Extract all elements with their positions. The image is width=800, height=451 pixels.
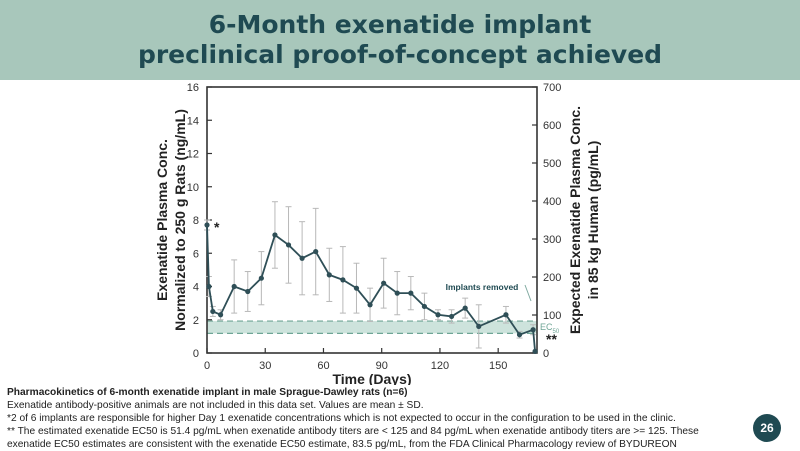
implants-removed-pointer (524, 284, 532, 302)
chart-caption: Pharmacokinetics of 6-month exenatide im… (7, 387, 408, 398)
y-left-tick-label: 8 (193, 215, 199, 227)
y-right-tick-label: 500 (543, 158, 561, 170)
data-point (217, 312, 224, 318)
data-point (394, 290, 400, 296)
y-left-tick-label: 14 (187, 115, 199, 127)
x-tick-label: 90 (376, 360, 388, 372)
data-point (313, 248, 319, 255)
page-title-line-2: preclinical proof-of-concept achieved (137, 40, 663, 69)
data-point (408, 290, 414, 296)
title-banner: 6-Month exenatide implant preclinical pr… (0, 0, 800, 80)
x-axis-title: Time (Days) (332, 371, 411, 385)
y-right-tick-label: 600 (543, 120, 561, 132)
implants-removed-label: Implants removed (446, 282, 519, 292)
pk-line-chart: 0 2 4 6 8 10 12 14 16 0 100 200 300 400 500 600 700 0 30 60… (154, 82, 601, 385)
x-tick-label: 0 (204, 360, 210, 372)
data-point (516, 332, 523, 338)
data-point (206, 283, 212, 290)
y-right-axis-title-line-2: in 85 kg Human (pg/mL) (585, 141, 601, 300)
y-right-tick-label: 700 (543, 82, 561, 94)
y-left-tick-label: 16 (187, 82, 199, 94)
y-left-tick-label: 12 (187, 149, 199, 161)
data-point (245, 288, 251, 295)
footnote-ec50: ** The estimated exenatide EC50 is 51.4 … (7, 426, 699, 450)
data-point (381, 280, 387, 286)
plot-frame (206, 86, 538, 354)
footnotes: Pharmacokinetics of 6-month exenatide im… (7, 386, 742, 451)
y-right-tick-label: 0 (543, 348, 549, 360)
y-left-tick-label: 2 (193, 315, 199, 327)
data-point (272, 232, 278, 238)
data-point (503, 312, 509, 318)
x-tick-label: 60 (317, 360, 329, 372)
data-point (326, 272, 332, 278)
ec50-band (207, 321, 537, 334)
data-point (210, 308, 216, 315)
page-title-line-1: 6-Month exenatide implant (208, 10, 592, 39)
x-tick-label: 30 (259, 360, 271, 372)
y-right-tick-label: 200 (543, 272, 561, 284)
data-point (462, 305, 468, 311)
x-tick-label: 120 (431, 360, 449, 372)
end-double-asterisk: ** (546, 331, 557, 347)
y-left-tick-label: 4 (193, 282, 199, 294)
y-right-tick-label: 100 (543, 310, 561, 322)
data-point (204, 222, 210, 228)
data-point (532, 348, 538, 354)
y-left-tick-label: 0 (193, 348, 199, 360)
data-point (476, 323, 482, 329)
y-left-tick-label: 10 (187, 182, 199, 194)
y-right-axis-title-line-1: Expected Exenatide Plasma Conc. (567, 106, 583, 334)
footnote-antibody: Exenatide antibody-positive animals are … (7, 400, 424, 411)
day1-asterisk: * (214, 219, 220, 235)
data-point (421, 303, 428, 310)
page-number-badge: 26 (753, 414, 781, 442)
data-point (340, 277, 346, 283)
data-point (353, 285, 360, 291)
data-point (299, 255, 305, 261)
data-point (231, 283, 237, 290)
data-point (530, 327, 536, 333)
data-point (435, 312, 441, 318)
y-left-axis-title-line-2: Normalized to 250 g Rats (ng/mL) (172, 109, 188, 331)
data-point (448, 313, 455, 320)
y-right-tick-label: 300 (543, 234, 561, 246)
x-tick-label: 150 (489, 360, 507, 372)
y-left-tick-label: 6 (193, 248, 199, 260)
ec50-subscript: 50 (553, 329, 560, 335)
data-point (258, 275, 264, 281)
y-left-axis-title-line-1: Exenatide Plasma Conc. (154, 139, 170, 301)
data-point (285, 242, 292, 248)
y-right-tick-label: 400 (543, 196, 561, 208)
footnote-day1: *2 of 6 implants are responsible for hig… (7, 413, 676, 424)
data-point (367, 302, 373, 308)
